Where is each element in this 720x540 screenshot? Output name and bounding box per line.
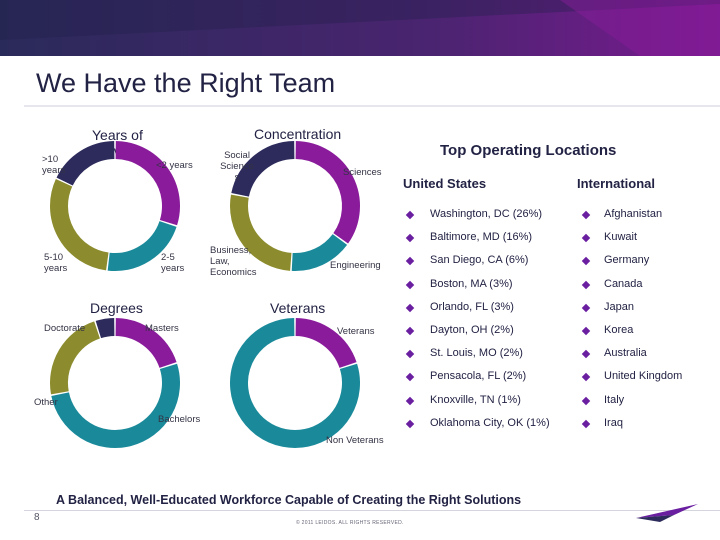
label-lt2: <2 years [156,160,193,171]
concentration-donut [230,141,360,271]
us-location-item: Dayton, OH (2%) [430,324,514,336]
intl-bullet-icon [581,257,591,266]
page-number: 8 [34,512,40,523]
donut-slice--10-years [56,141,115,186]
intl-location-item: Canada [604,277,643,290]
us-bullet-icon [405,349,415,359]
donut-slice-masters [115,318,177,369]
donut-slice-veterans [295,318,357,369]
intl-bullet-icon [581,396,591,405]
donut-slice-other [50,321,101,395]
donut-slice-2-5-years [107,220,177,271]
us-bullet-icon [405,396,415,405]
us-location-item: Baltimore, MD (16%) [430,231,533,244]
intl-location-item: Italy [604,393,625,406]
locations-title: Top Operating Locations [440,142,617,159]
label-2-5: 2-5 years [161,252,185,274]
us-header: United States [403,176,487,191]
chart-title-degrees: Degrees [90,300,143,316]
us-location-item: Orlando, FL (3%) [430,300,514,313]
intl-bullet-icon [581,303,591,313]
label-bachelors: Bachelors [158,414,201,425]
company-logo-icon [636,504,698,522]
page-title: We Have the Right Team [36,68,336,98]
header-banner [0,0,720,56]
us-bullet-icon [405,373,415,382]
us-location-item: St. Louis, MO (2%) [430,347,523,360]
label-masters: Masters [145,323,179,334]
us-location-item: Pensacola, FL (2%) [430,370,527,383]
chart-title-veterans: Veterans [270,300,326,316]
donut-slice-bachelors [51,363,180,448]
intl-location-item: Iraq [604,416,623,429]
label-social: Social Science s [220,150,254,183]
intl-bullet-icon [581,419,591,429]
us-location-item: Knoxville, TN (1%) [430,393,521,406]
intl-bullet-icon [581,326,591,336]
donut-slice-engineering [291,233,348,271]
intl-bullet-icon [581,210,591,220]
donut-slice-non-veterans [230,318,360,448]
intl-location-item: Afghanistan [604,208,663,220]
degrees-donut [50,318,180,448]
intl-location-item: Japan [604,300,634,313]
intl-header: International [577,176,656,191]
label-sciences: Sciences [343,167,382,178]
intl-location-item: Korea [604,324,634,336]
us-bullet-icon [405,210,415,220]
donut-slice-business-law-economics [230,194,292,271]
veterans-donut [230,318,360,448]
label-business: Business, Law, Economics [210,245,257,278]
us-location-item: Boston, MA (3%) [430,277,513,290]
us-location-item: San Diego, CA (6%) [430,254,529,267]
donut-slice-social-science-s [231,141,295,198]
label-gt10: >10 years [42,154,66,176]
intl-bullet-icon [581,373,591,382]
service-donut [50,141,180,271]
intl-bullet-icon [581,280,591,289]
label-non-veterans: Non Veterans [326,435,384,446]
label-engineering: Engineering [330,260,381,271]
label-5-10: 5-10 years [44,252,68,274]
footer-tagline: A Balanced, Well-Educated Workforce Capa… [56,493,522,507]
intl-location-item: Germany [604,254,650,267]
intl-location-item: United Kingdom [604,370,683,383]
title-divider [24,105,720,107]
donut-slice-doctorate [95,318,115,339]
intl-bullet-icon [581,233,591,243]
us-location-item: Oklahoma City, OK (1%) [430,416,550,429]
us-bullet-icon [405,303,415,313]
us-bullet-icon [405,419,415,429]
intl-location-item: Australia [604,347,647,360]
donut-slice-sciences [295,141,360,244]
us-location-item: Washington, DC (26%) [430,208,543,220]
intl-location-item: Kuwait [604,231,638,244]
footer-divider [24,510,720,511]
donut-slice--2-years [115,141,180,226]
label-veterans: Veterans [337,326,375,337]
us-bullet-icon [405,233,415,243]
label-doctorate: Doctorate [44,323,86,334]
intl-bullet-icon [581,349,591,359]
label-other: Other [34,397,58,408]
donut-slice-5-10-years [50,179,109,271]
chart-title-concentration: Concentration [254,126,342,142]
copyright-text: © 2011 LEIDOS. ALL RIGHTS RESERVED. [296,520,404,526]
us-bullet-icon [405,280,415,289]
us-bullet-icon [405,257,415,266]
us-bullet-icon [405,326,415,336]
